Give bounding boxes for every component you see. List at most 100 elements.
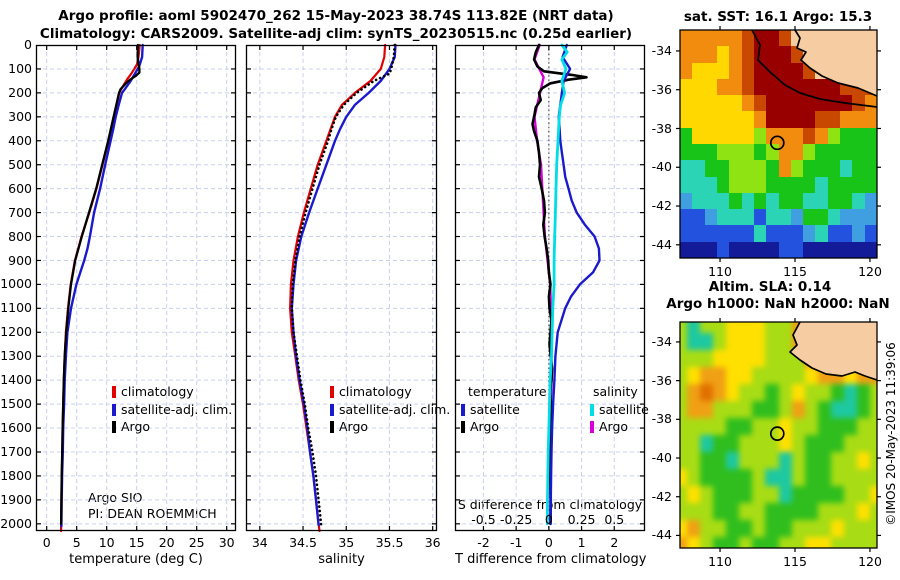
map-cell: [766, 62, 780, 80]
map-cell: [790, 225, 804, 243]
map-cell: [716, 225, 730, 243]
map-cell: [815, 241, 829, 258]
map-cell: [687, 486, 701, 504]
map-cell: [840, 209, 854, 227]
map-cell: [852, 176, 866, 194]
map-cell: [869, 469, 877, 487]
map-cell: [741, 127, 755, 145]
map-cell: [766, 209, 780, 227]
legend-group-header: salinity: [593, 384, 638, 399]
sdiff-tick-label: 0: [544, 512, 553, 527]
map-cell: [827, 192, 841, 210]
map-cell: [739, 435, 754, 453]
map-cell: [680, 486, 688, 504]
map-cell: [680, 537, 688, 548]
map-cell: [778, 30, 792, 47]
map-cell: [752, 322, 767, 334]
map-cell: [778, 160, 792, 178]
map-cell: [856, 469, 871, 487]
map-cell: [700, 333, 714, 351]
map-cell: [713, 435, 727, 453]
lat-tick-label: -38: [651, 411, 672, 427]
map-cell: [804, 367, 819, 385]
map-cell: [687, 367, 701, 385]
legend-marker-climatology: [112, 386, 116, 398]
map-cell: [804, 384, 819, 402]
x-tick-label: 0: [42, 535, 51, 550]
map-cell: [692, 176, 706, 194]
map-cell: [817, 384, 832, 402]
x-tick-label: -1: [509, 535, 523, 550]
map-cell: [815, 127, 829, 145]
map-cell: [680, 241, 693, 258]
depth-tick-label: 1700: [0, 444, 32, 459]
map-cell: [827, 111, 841, 129]
map-cell: [766, 127, 780, 145]
depth-tick-label: 1300: [0, 348, 32, 364]
legend-label: satellite-adj. clim.: [121, 401, 233, 417]
depth-tick-label: 2000: [0, 515, 32, 531]
map-cell: [741, 46, 755, 64]
depth-tick-label: 1900: [0, 491, 32, 507]
map-cell: [864, 160, 877, 178]
map-cell: [680, 452, 688, 470]
map-cell: [840, 127, 854, 145]
map-cell: [852, 225, 866, 243]
map-cell: [766, 192, 780, 210]
map-cell: [817, 418, 832, 436]
map-cell: [803, 225, 817, 243]
map-cell: [830, 384, 845, 402]
depth-tick-label: 600: [8, 180, 32, 196]
map-cell: [778, 176, 792, 194]
map-cell: [713, 486, 727, 504]
map-cell: [726, 322, 740, 334]
figure-title-line1: Argo profile: aoml 5902470_262 15-May-20…: [58, 8, 614, 24]
map-cell: [840, 144, 854, 161]
depth-tick-label: 700: [8, 204, 32, 220]
map-cell: [716, 209, 730, 227]
legend-marker-climatology: [330, 386, 334, 398]
map-cell: [778, 322, 793, 334]
map-cell: [680, 62, 693, 80]
map-cell: [765, 537, 780, 548]
map-cell: [680, 520, 688, 538]
map-cell: [765, 322, 780, 334]
map-cell: [739, 452, 754, 470]
map-cell: [778, 95, 792, 113]
map-cell: [753, 30, 767, 47]
map-cell: [765, 350, 780, 368]
map-cell: [687, 469, 701, 487]
legend-marker-satellite: [590, 403, 594, 416]
map-cell: [804, 520, 819, 538]
map-cell: [830, 435, 845, 453]
map-cell: [687, 350, 701, 368]
x-tick-label: 2: [610, 535, 619, 550]
salinity-axis-label: salinity: [318, 552, 365, 567]
map-cell: [716, 78, 730, 96]
map-cell: [804, 503, 819, 521]
map-cell: [817, 503, 832, 521]
sst-map-title: sat. SST: 16.1 Argo: 15.3: [683, 9, 873, 25]
imos-credit: ©IMOS 20-May-2023 11:39:06: [884, 342, 898, 526]
x-tick-label: 25: [188, 535, 205, 550]
temperature-axis-label: temperature (deg C): [69, 552, 203, 567]
map-cell: [726, 469, 740, 487]
map-cell: [869, 503, 877, 521]
map-cell: [791, 503, 806, 521]
map-cell: [765, 486, 780, 504]
map-cell: [680, 469, 688, 487]
x-tick-label: 34: [251, 535, 268, 550]
map-cell: [869, 418, 877, 436]
map-cell: [716, 46, 730, 64]
map-cell: [778, 350, 793, 368]
pi-note: PI: DEAN ROEMMICH: [88, 506, 217, 521]
legend-label: climatology: [339, 384, 412, 399]
map-cell: [704, 95, 718, 113]
map-cell: [729, 62, 743, 80]
map-cell: [739, 503, 754, 521]
float-position-marker: [769, 426, 785, 441]
map-cell: [840, 176, 854, 194]
map-cell: [864, 192, 877, 210]
map-cell: [752, 350, 767, 368]
depth-tick-label: 1000: [0, 276, 32, 292]
